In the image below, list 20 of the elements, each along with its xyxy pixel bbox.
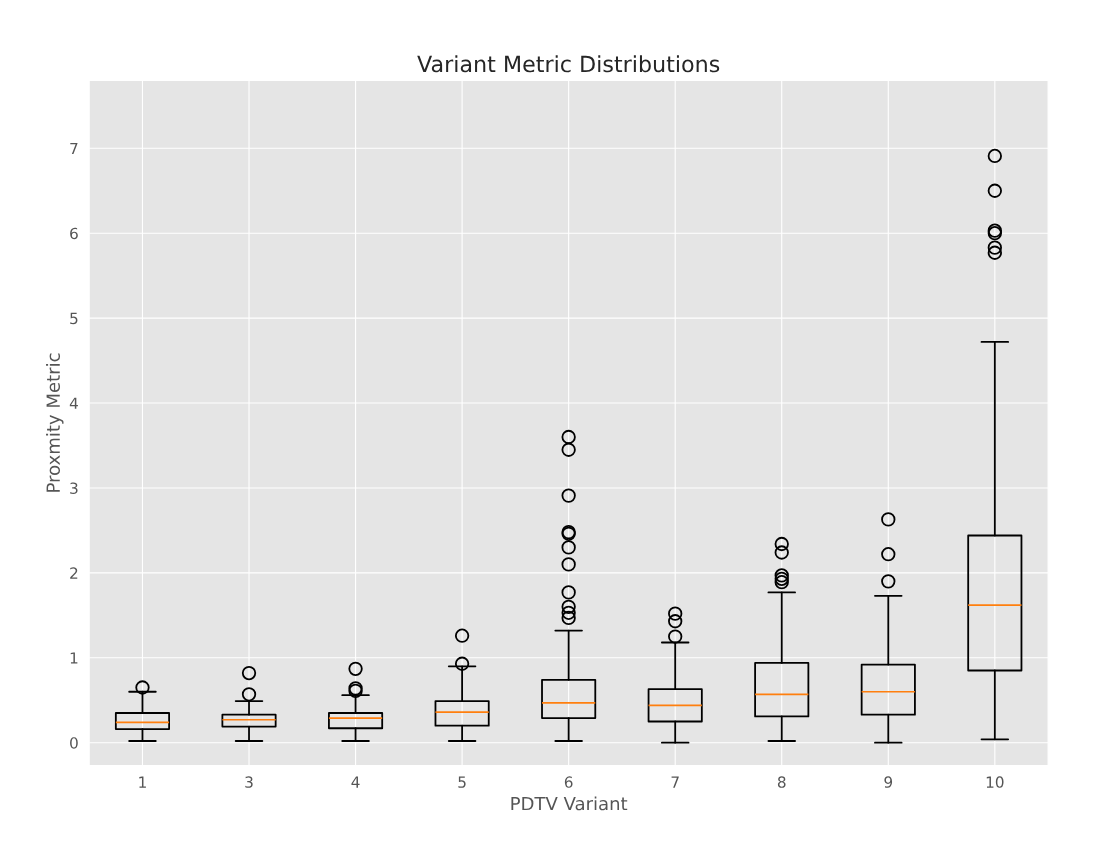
chart-title: Variant Metric Distributions bbox=[417, 55, 720, 73]
y-tick-label: 3 bbox=[70, 482, 78, 494]
x-tick-label: 7 bbox=[671, 776, 679, 788]
x-tick-label: 10 bbox=[986, 776, 1004, 788]
x-tick-label: 5 bbox=[458, 776, 466, 788]
y-tick-label: 6 bbox=[70, 227, 78, 240]
y-tick-label: 4 bbox=[69, 397, 78, 409]
y-tick-label: 5 bbox=[70, 312, 78, 325]
y-tick-label: 7 bbox=[70, 142, 78, 155]
x-tick-label: 8 bbox=[777, 776, 786, 788]
y-tick-label: 2 bbox=[70, 567, 78, 579]
x-tick-label: 6 bbox=[564, 776, 573, 788]
x-tick-label: 3 bbox=[245, 776, 253, 788]
y-tick-label: 1 bbox=[70, 652, 78, 664]
x-axis-title: PDTV Variant bbox=[511, 796, 628, 811]
x-tick-label: 1 bbox=[139, 776, 146, 788]
y-axis-title: Proxmity Metric bbox=[46, 353, 64, 492]
x-tick-label: 4 bbox=[351, 776, 360, 788]
y-tick-label: 0 bbox=[70, 737, 78, 749]
x-tick-label: 9 bbox=[884, 776, 893, 788]
